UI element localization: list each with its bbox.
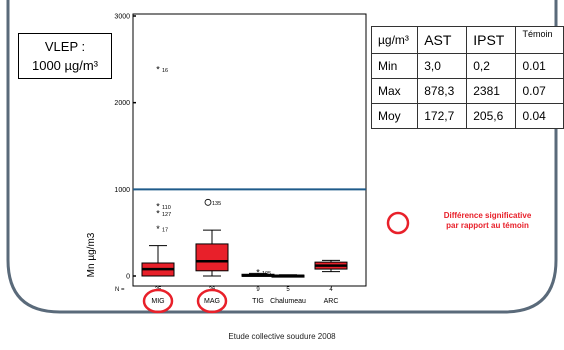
y-axis-label: Mn µg/m3 <box>86 232 97 277</box>
y-axis: 0 1000 2000 3000 <box>114 14 136 281</box>
outlier-label: 105 <box>262 271 271 277</box>
stats-row-max: Max 878,3 2381 0.07 <box>370 78 564 104</box>
footer-caption: Etude collective soudure 2008 <box>228 332 336 341</box>
stats-cell-ipst: 205,6 <box>466 103 517 129</box>
stats-header-row: µg/m³ AST IPST Témoin <box>370 26 564 54</box>
box-series <box>141 229 348 278</box>
plot-area <box>132 13 367 287</box>
stats-row-moy: Moy 172,7 205,6 0.04 <box>370 103 564 129</box>
n-value: 4 <box>329 287 333 293</box>
x-tick-label: ARC <box>324 298 339 305</box>
significance-note-line1: Différence significative <box>443 211 532 220</box>
stats-header-unit: µg/m³ <box>370 26 419 54</box>
y-tick-label: 0 <box>126 274 130 281</box>
stats-cell-temoin: 0.01 <box>515 53 564 79</box>
outlier-label: 110 <box>162 205 171 211</box>
x-tick-label: MIG <box>151 298 164 305</box>
n-value: 5 <box>286 287 290 293</box>
significance-note-line2: par rapport au témoin <box>446 221 529 230</box>
n-label: N = <box>115 287 125 293</box>
x-tick-labels: MIG MAG TIG Chalumeau ARC <box>151 298 338 305</box>
y-tick-label: 2000 <box>114 100 130 107</box>
outlier-star: * <box>156 202 160 212</box>
stats-header-ipst: IPST <box>466 26 517 54</box>
stats-header-ast: AST <box>417 26 468 54</box>
stats-cell-ast: 3,0 <box>417 53 468 79</box>
y-tick-label: 3000 <box>114 14 130 21</box>
n-value: 9 <box>256 287 260 293</box>
stats-row-label: Moy <box>370 103 419 129</box>
vlep-box: VLEP : 1000 µg/m³ <box>18 33 112 79</box>
vlep-title: VLEP : <box>44 39 86 54</box>
stats-cell-ast: 172,7 <box>417 103 468 129</box>
outlier-circle <box>204 198 212 206</box>
highlight-ellipse-mag <box>196 288 228 314</box>
vlep-value: 1000 µg/m³ <box>31 58 99 73</box>
n-values: 25 26 9 5 4 <box>155 287 334 293</box>
highlight-ellipse-mig <box>142 288 174 314</box>
stats-table: µg/m³ AST IPST Témoin Min 3,0 0,2 0.01 M… <box>370 26 564 129</box>
y-tick-label: 1000 <box>114 187 130 194</box>
outlier-star: * <box>156 65 160 75</box>
outlier-label: 135 <box>212 201 221 207</box>
stats-cell-ast: 878,3 <box>417 78 468 104</box>
stats-cell-ipst: 0,2 <box>466 53 517 79</box>
category-highlights <box>142 288 228 314</box>
x-tick-label: Chalumeau <box>270 298 306 305</box>
outlier-star: * <box>156 209 160 219</box>
significance-legend-circle <box>386 211 410 235</box>
outlier-label: 127 <box>162 212 171 218</box>
stats-cell-temoin: 0.07 <box>515 78 564 104</box>
outlier-star: * <box>156 224 160 234</box>
stats-header-temoin: Témoin <box>515 26 564 54</box>
x-tick-label: MAG <box>204 298 220 305</box>
stats-row-label: Max <box>370 78 419 104</box>
x-tick-label: TIG <box>252 298 264 305</box>
stats-cell-temoin: 0.04 <box>515 103 564 129</box>
significance-note: Différence significative par rapport au … <box>420 211 555 231</box>
box-mag <box>195 243 229 272</box>
outlier-label: 16 <box>162 68 168 74</box>
outlier-star: * <box>256 268 260 278</box>
stats-row-min: Min 3,0 0,2 0.01 <box>370 53 564 79</box>
stats-row-label: Min <box>370 53 419 79</box>
stats-cell-ipst: 2381 <box>466 78 517 104</box>
outlier-label: 17 <box>162 228 168 234</box>
